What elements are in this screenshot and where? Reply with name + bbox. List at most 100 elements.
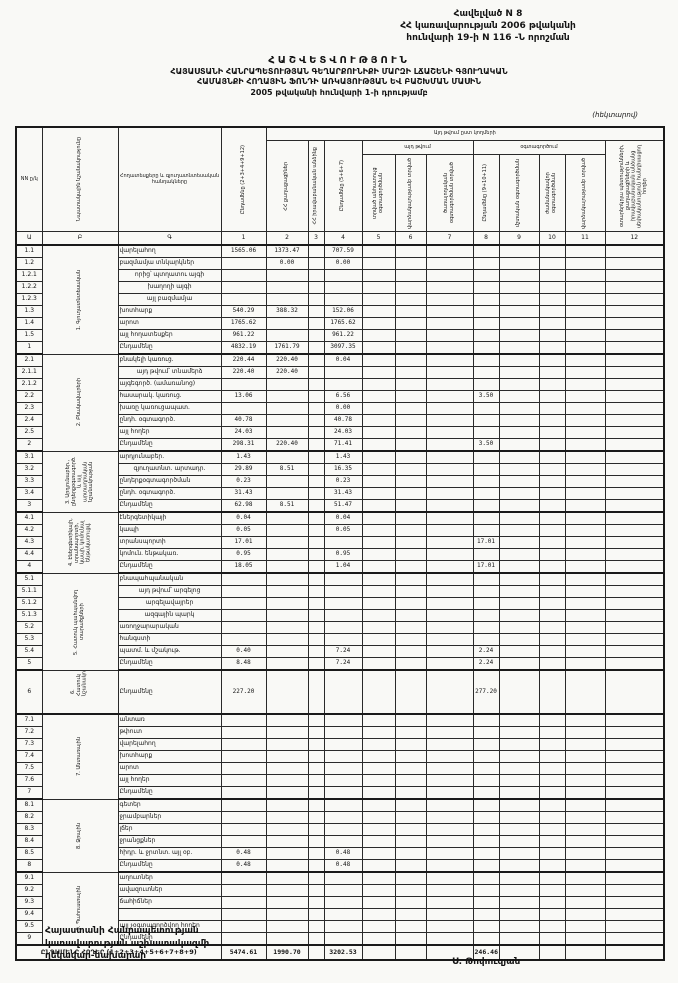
- value-cell: [323, 835, 363, 848]
- value-cell: [498, 774, 540, 787]
- value-cell: [323, 669, 363, 715]
- value-cell: [564, 859, 606, 873]
- land-type-cell: գետեր: [117, 798, 222, 812]
- value-cell: [323, 293, 363, 306]
- value-cell: [307, 426, 325, 439]
- value-cell: [564, 645, 606, 658]
- value-cell: [394, 920, 427, 933]
- value-cell: [538, 475, 566, 488]
- value-cell: [307, 511, 325, 525]
- value-cell: 0.48: [220, 847, 267, 860]
- value-cell: [538, 487, 566, 500]
- value-cell: [472, 305, 500, 318]
- value-cell: [472, 524, 500, 537]
- value-cell: [564, 402, 606, 415]
- value-cell: [538, 609, 566, 622]
- row-number-cell: 5.2: [15, 621, 43, 634]
- value-cell: [323, 774, 363, 787]
- value-cell: [498, 847, 540, 860]
- category-cell: 5. Հատուկ պահպանվող տարածքների: [41, 572, 119, 671]
- value-cell: [361, 786, 396, 800]
- value-cell: 220.40: [265, 438, 309, 452]
- value-cell: [220, 786, 267, 800]
- category-cell: 1. Գյուղատնտեսական: [41, 244, 119, 355]
- value-cell: [220, 908, 267, 921]
- value-cell: [265, 823, 309, 836]
- land-type-cell: ավազուտներ: [117, 884, 222, 897]
- row-number-cell: 7.4: [15, 750, 43, 763]
- value-cell: [604, 257, 665, 270]
- value-cell: [538, 317, 566, 330]
- category-cell: 2. Բնակավայրերի: [41, 353, 119, 452]
- value-cell: [498, 450, 540, 464]
- value-cell: [604, 884, 665, 897]
- value-cell: [498, 499, 540, 513]
- value-cell: [498, 896, 540, 909]
- value-cell: [265, 293, 309, 306]
- value-cell: 0.95: [323, 548, 363, 561]
- value-cell: 7.24: [323, 657, 363, 671]
- value-cell: [604, 281, 665, 294]
- value-cell: [498, 798, 540, 812]
- value-cell: [307, 920, 325, 933]
- value-cell: [323, 762, 363, 775]
- value-cell: [604, 786, 665, 800]
- value-cell: [538, 366, 566, 379]
- value-cell: [472, 329, 500, 342]
- value-cell: [307, 798, 325, 812]
- value-cell: [307, 293, 325, 306]
- column-number: Գ: [117, 231, 222, 246]
- land-type-cell: անտառ: [117, 713, 222, 727]
- value-cell: [361, 438, 396, 452]
- land-type-cell: աղուտներ: [117, 871, 222, 885]
- value-cell: [538, 450, 566, 464]
- value-cell: [307, 847, 325, 860]
- value-cell: [472, 257, 500, 270]
- value-cell: [394, 884, 427, 897]
- value-cell: [220, 378, 267, 391]
- value-cell: [220, 633, 267, 646]
- value-cell: [498, 597, 540, 610]
- value-cell: [604, 750, 665, 763]
- value-cell: [425, 548, 474, 561]
- value-cell: [265, 621, 309, 634]
- land-type-cell: այլ չօգտագործվող հողեր: [117, 920, 222, 933]
- value-cell: [361, 896, 396, 909]
- row-number-cell: 4.1: [15, 511, 43, 525]
- value-cell: [564, 597, 606, 610]
- value-cell: [564, 738, 606, 751]
- value-cell: [323, 738, 363, 751]
- column-number: 12: [604, 231, 665, 246]
- value-cell: 2.24: [472, 645, 500, 658]
- value-cell: [307, 932, 325, 946]
- row-number-cell: 5.1.1: [15, 585, 43, 598]
- value-cell: [425, 871, 474, 885]
- value-cell: [361, 426, 396, 439]
- value-cell: [425, 390, 474, 403]
- row-number-cell: 9: [15, 932, 43, 946]
- signatory-name: Ս. Թոփուզյան: [452, 957, 521, 967]
- value-cell: [425, 463, 474, 476]
- value-cell: [472, 896, 500, 909]
- value-cell: [361, 859, 396, 873]
- value-cell: [604, 932, 665, 946]
- value-cell: [425, 657, 474, 671]
- value-cell: [361, 633, 396, 646]
- value-cell: [564, 884, 606, 897]
- value-cell: [220, 572, 267, 586]
- row-number-cell: 9.3: [15, 896, 43, 909]
- value-cell: [538, 414, 566, 427]
- value-cell: [472, 499, 500, 513]
- land-type-cell: Ընդամենը: [117, 669, 222, 715]
- value-cell: 1765.62: [323, 317, 363, 330]
- column-number: 7: [425, 231, 474, 246]
- value-cell: [498, 823, 540, 836]
- value-cell: [498, 475, 540, 488]
- value-cell: [564, 487, 606, 500]
- value-cell: [307, 353, 325, 367]
- value-cell: [472, 293, 500, 306]
- value-cell: [564, 475, 606, 488]
- value-cell: [307, 609, 325, 622]
- value-cell: [564, 536, 606, 549]
- value-cell: [394, 798, 427, 812]
